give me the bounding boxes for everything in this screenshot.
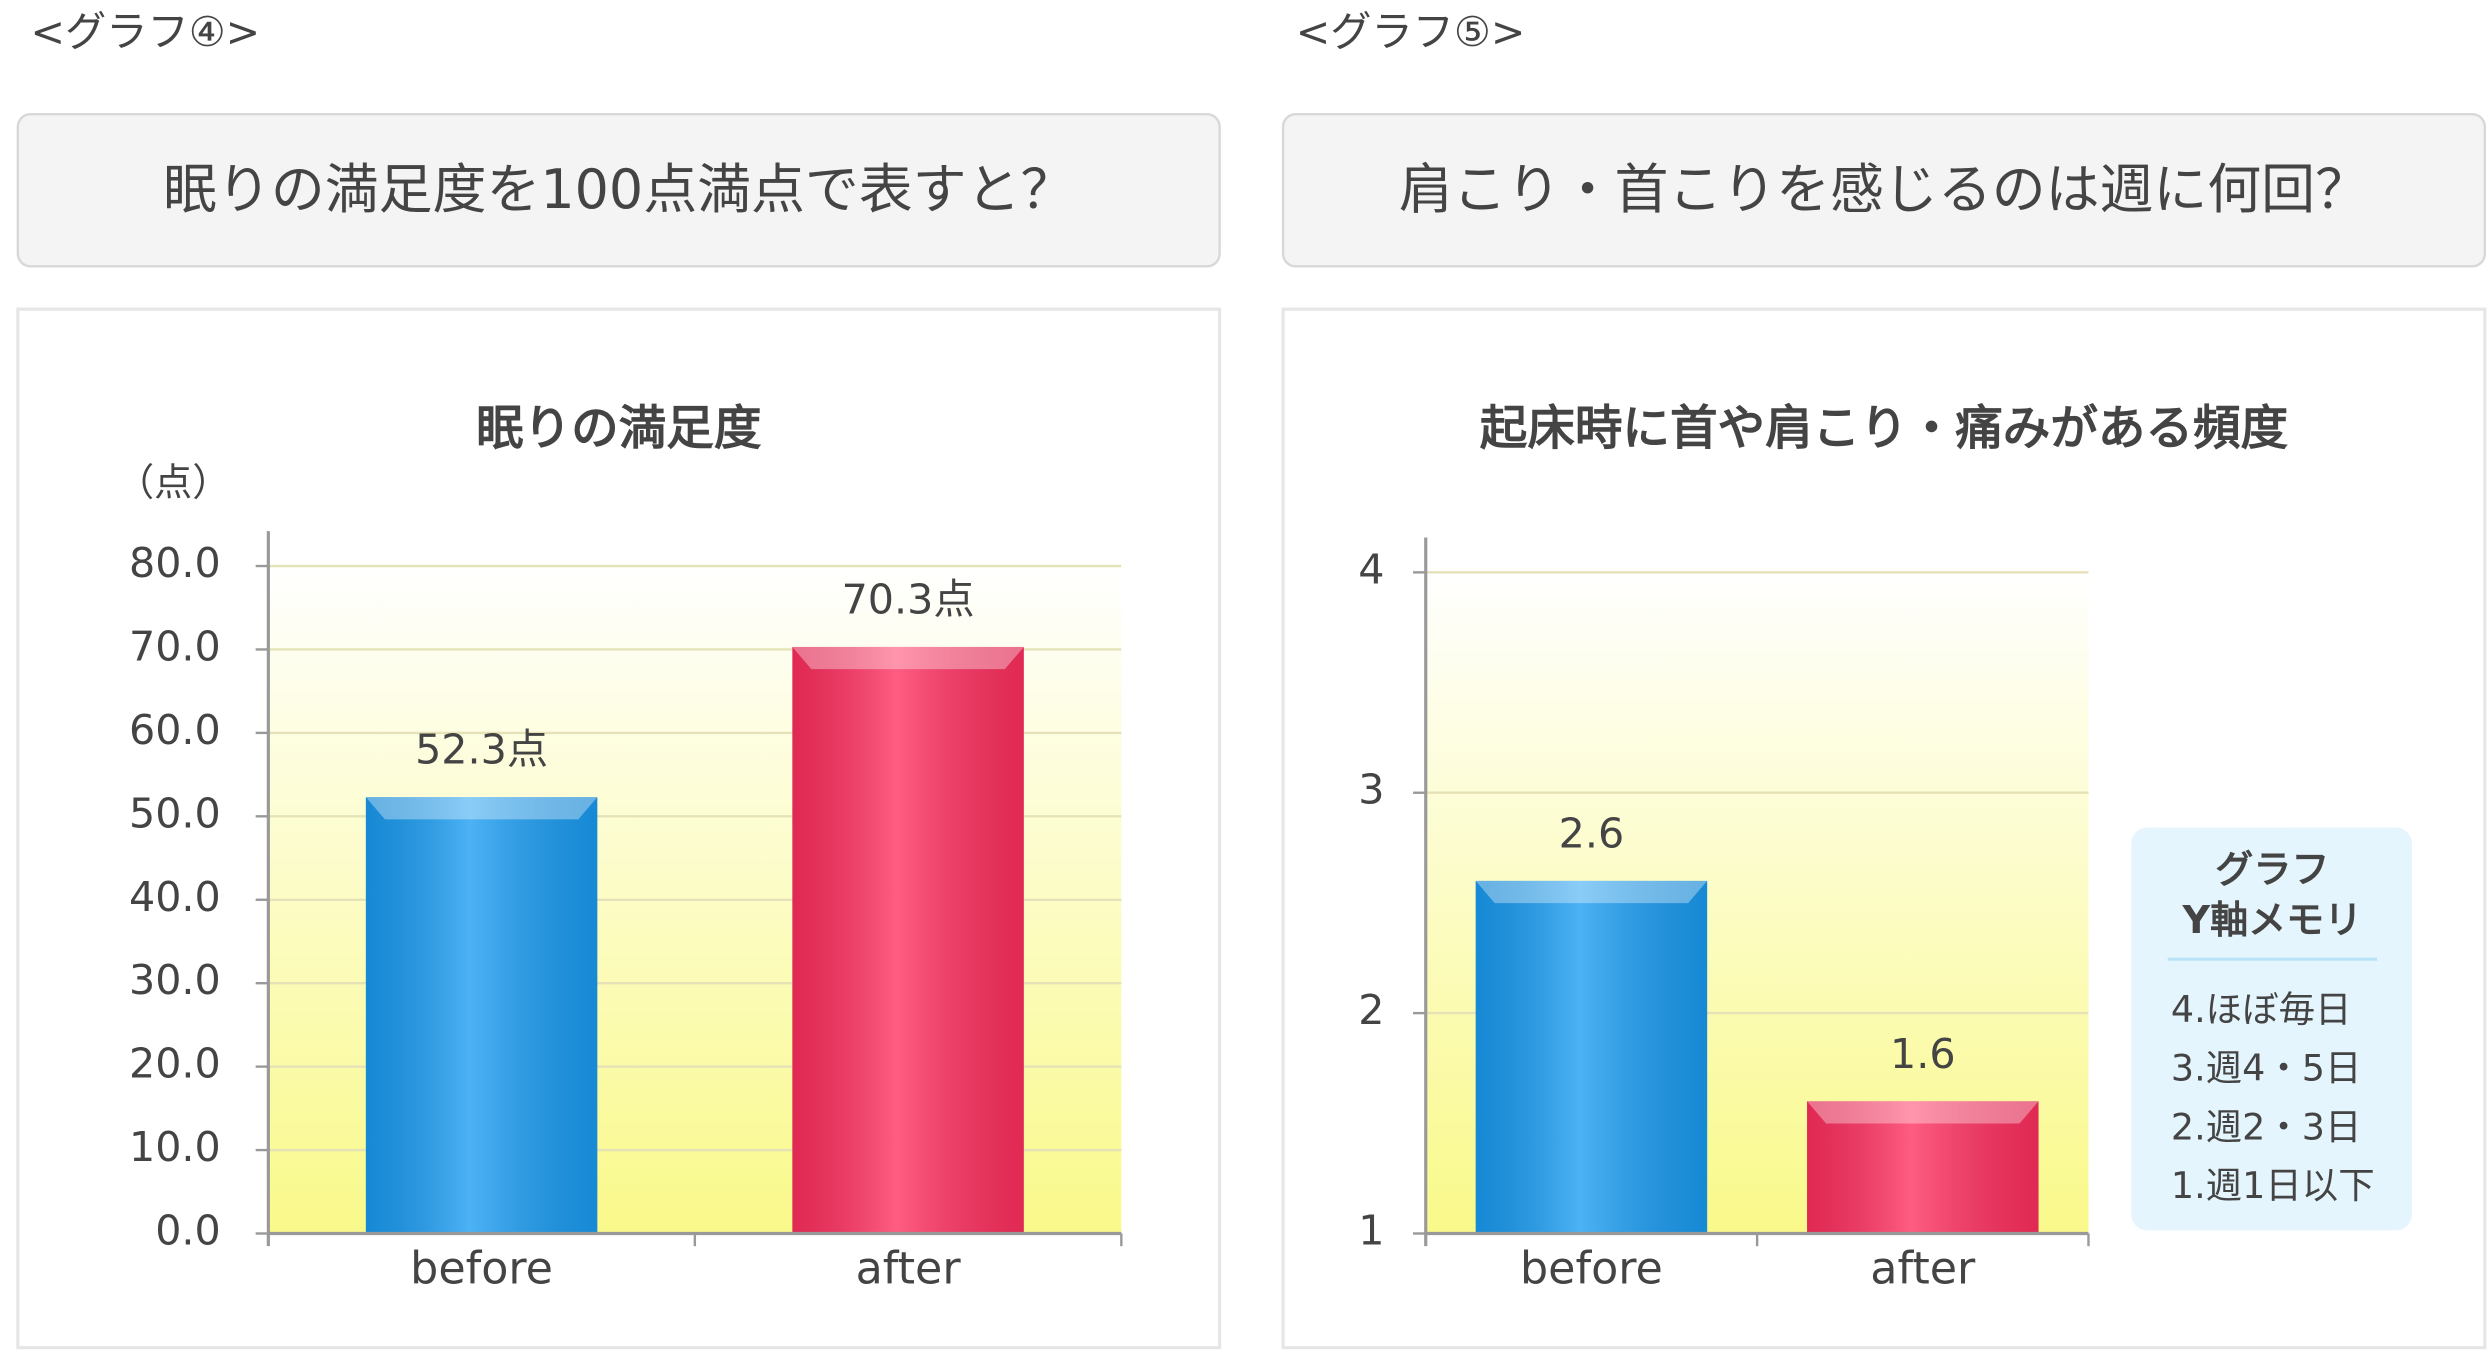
question: 眠りの満足度を100点満点で表すと？	[163, 158, 1074, 221]
memo-item: 2.週2・3日	[2171, 1105, 2362, 1148]
value-label: 1.6	[1890, 1030, 1956, 1078]
y-unit: （点）	[116, 461, 230, 505]
y-tick-label: 80.0	[129, 539, 221, 587]
x-tick-label: before	[1520, 1244, 1663, 1295]
y-tick-label: 1	[1358, 1207, 1384, 1255]
y-tick-label: 10.0	[129, 1123, 221, 1171]
question-box	[16, 112, 1221, 268]
value-label: 70.3点	[842, 576, 975, 624]
x-tick-label: after	[856, 1244, 962, 1295]
section-label: <グラフ④>	[31, 8, 261, 56]
y-tick-label: 2	[1358, 986, 1384, 1034]
value-label: 2.6	[1559, 809, 1625, 857]
bar-bevel	[1807, 1101, 2039, 1124]
bar-bevel	[365, 797, 598, 820]
chart-title: 眠りの満足度	[476, 401, 762, 456]
memo-item: 1.週1日以下	[2171, 1164, 2375, 1207]
bar-bevel	[1475, 880, 1708, 904]
bar-shine	[792, 646, 1024, 1234]
bar-shine	[1807, 1101, 2039, 1234]
memo-box	[2131, 827, 2412, 1231]
y-tick-label: 4	[1358, 545, 1384, 593]
y-tick-label: 20.0	[129, 1040, 221, 1088]
memo-title: Y軸メモリ	[2182, 898, 2363, 942]
value-label: 52.3点	[415, 726, 548, 774]
y-tick-label: 50.0	[129, 789, 221, 837]
memo-title: グラフ	[2215, 848, 2329, 892]
y-tick-label: 60.0	[129, 706, 221, 754]
y-tick-label: 3	[1358, 766, 1384, 814]
y-tick-label: 40.0	[129, 873, 221, 921]
question: 肩こり・首こりを感じるのは週に何回？	[1399, 158, 2369, 221]
y-tick-label: 70.0	[129, 622, 221, 670]
y-tick-label: 30.0	[129, 956, 221, 1004]
x-tick-label: before	[410, 1244, 553, 1295]
memo-item: 4.ほぼ毎日	[2171, 988, 2352, 1031]
question-box	[1281, 112, 2487, 268]
bar-shine	[365, 797, 598, 1234]
bar-bevel	[792, 646, 1024, 670]
memo-item: 3.週4・5日	[2171, 1047, 2362, 1090]
y-tick-label: 0.0	[155, 1207, 221, 1255]
x-tick-label: after	[1870, 1244, 1976, 1295]
chart-title: 起床時に首や肩こり・痛みがある頻度	[1480, 401, 2289, 456]
bar-shine	[1475, 880, 1708, 1234]
section-label: <グラフ⑤>	[1296, 8, 1526, 56]
